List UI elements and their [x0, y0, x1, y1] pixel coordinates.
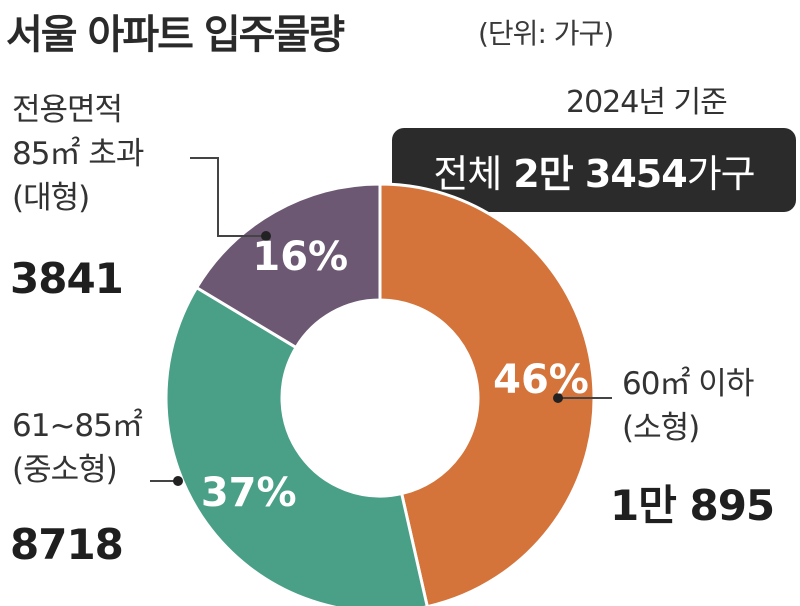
leader-line-large: [190, 157, 266, 237]
percent-labels: 46% 37% 16%: [201, 234, 589, 516]
leader-dot-small: [553, 393, 563, 403]
small-label: 60㎡ 이하 (소형): [622, 362, 754, 450]
percent-label-large: 16%: [252, 234, 348, 280]
large-label: 전용면적 85㎡ 초과 (대형): [12, 88, 144, 220]
small-label-line1: 60㎡ 이하: [622, 366, 754, 402]
large-count: 3841: [10, 254, 124, 303]
donut-slices: [164, 182, 596, 606]
slice-mid: [164, 285, 429, 606]
large-label-line3: (대형): [12, 180, 90, 216]
leader-dot-mid: [173, 476, 183, 486]
total-prefix: 전체: [433, 151, 502, 196]
basis-year: 2024년 기준: [566, 85, 728, 120]
mid-label-line2: (중소형): [12, 452, 118, 488]
large-label-line2: 85㎡ 초과: [12, 136, 144, 172]
leader-lines: [150, 157, 612, 486]
total-suffix: 가구: [686, 151, 756, 196]
mid-label-line1: 61~85㎡: [12, 408, 143, 444]
total-value: 2만 3454: [513, 151, 687, 196]
mid-label: 61~85㎡ (중소형): [12, 404, 143, 492]
leader-dot-large: [261, 231, 271, 241]
slice-small: [378, 182, 596, 606]
mid-count: 8718: [10, 520, 124, 569]
large-label-line1: 전용면적: [12, 92, 123, 128]
small-label-line2: (소형): [622, 410, 700, 446]
chart-title: 서울 아파트 입주물량: [6, 12, 345, 58]
small-count: 1만 895: [610, 481, 775, 530]
percent-label-mid: 37%: [201, 470, 297, 516]
unit-note: (단위: 가구): [478, 17, 614, 50]
slice-large: [194, 182, 382, 350]
percent-label-small: 46%: [493, 357, 589, 403]
